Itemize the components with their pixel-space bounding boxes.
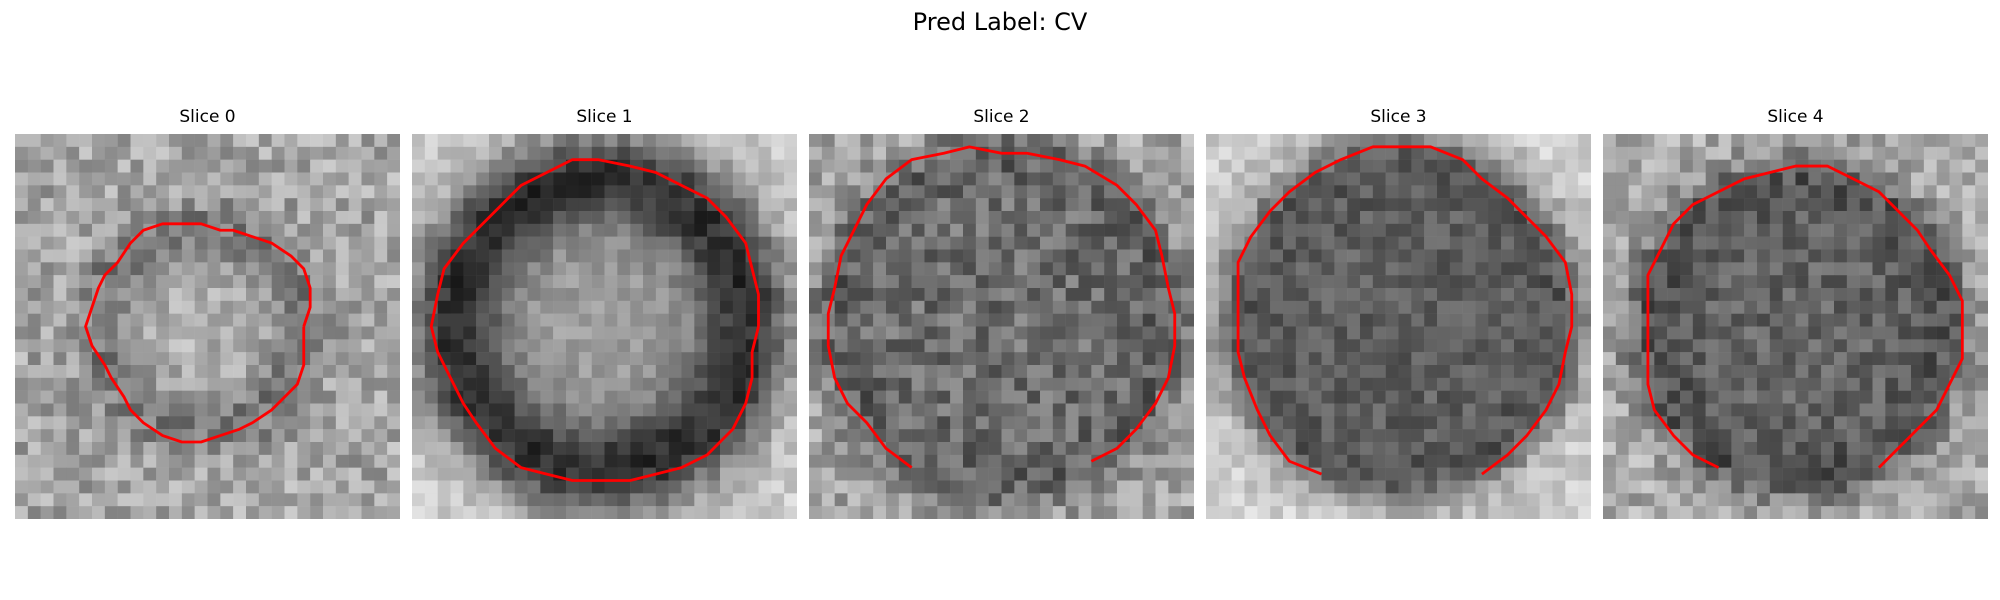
slice-pixels-2 xyxy=(809,134,1194,519)
segmentation-contour-4 xyxy=(1646,164,1964,469)
slice-image-1 xyxy=(412,134,797,519)
slice-title-3: Slice 3 xyxy=(1370,107,1427,127)
segmentation-contour-0 xyxy=(84,222,312,444)
segmentation-contour-1 xyxy=(429,158,760,482)
slice-title-0: Slice 0 xyxy=(179,107,236,127)
segmentation-contour-2 xyxy=(826,145,1177,469)
slice-pixels-3 xyxy=(1206,134,1591,519)
slice-pixels-0 xyxy=(15,134,400,519)
slice-title-1: Slice 1 xyxy=(576,107,633,127)
segmentation-contour-3 xyxy=(1236,145,1574,476)
slice-title-4: Slice 4 xyxy=(1767,107,1824,127)
figure-title: Pred Label: CV xyxy=(912,8,1088,36)
slice-pixels-1 xyxy=(412,134,797,519)
slice-title-2: Slice 2 xyxy=(973,107,1030,127)
slice-image-4 xyxy=(1603,134,1988,519)
slice-image-2 xyxy=(809,134,1194,519)
slice-pixels-4 xyxy=(1603,134,1988,519)
slice-image-0 xyxy=(15,134,400,519)
slice-image-3 xyxy=(1206,134,1591,519)
